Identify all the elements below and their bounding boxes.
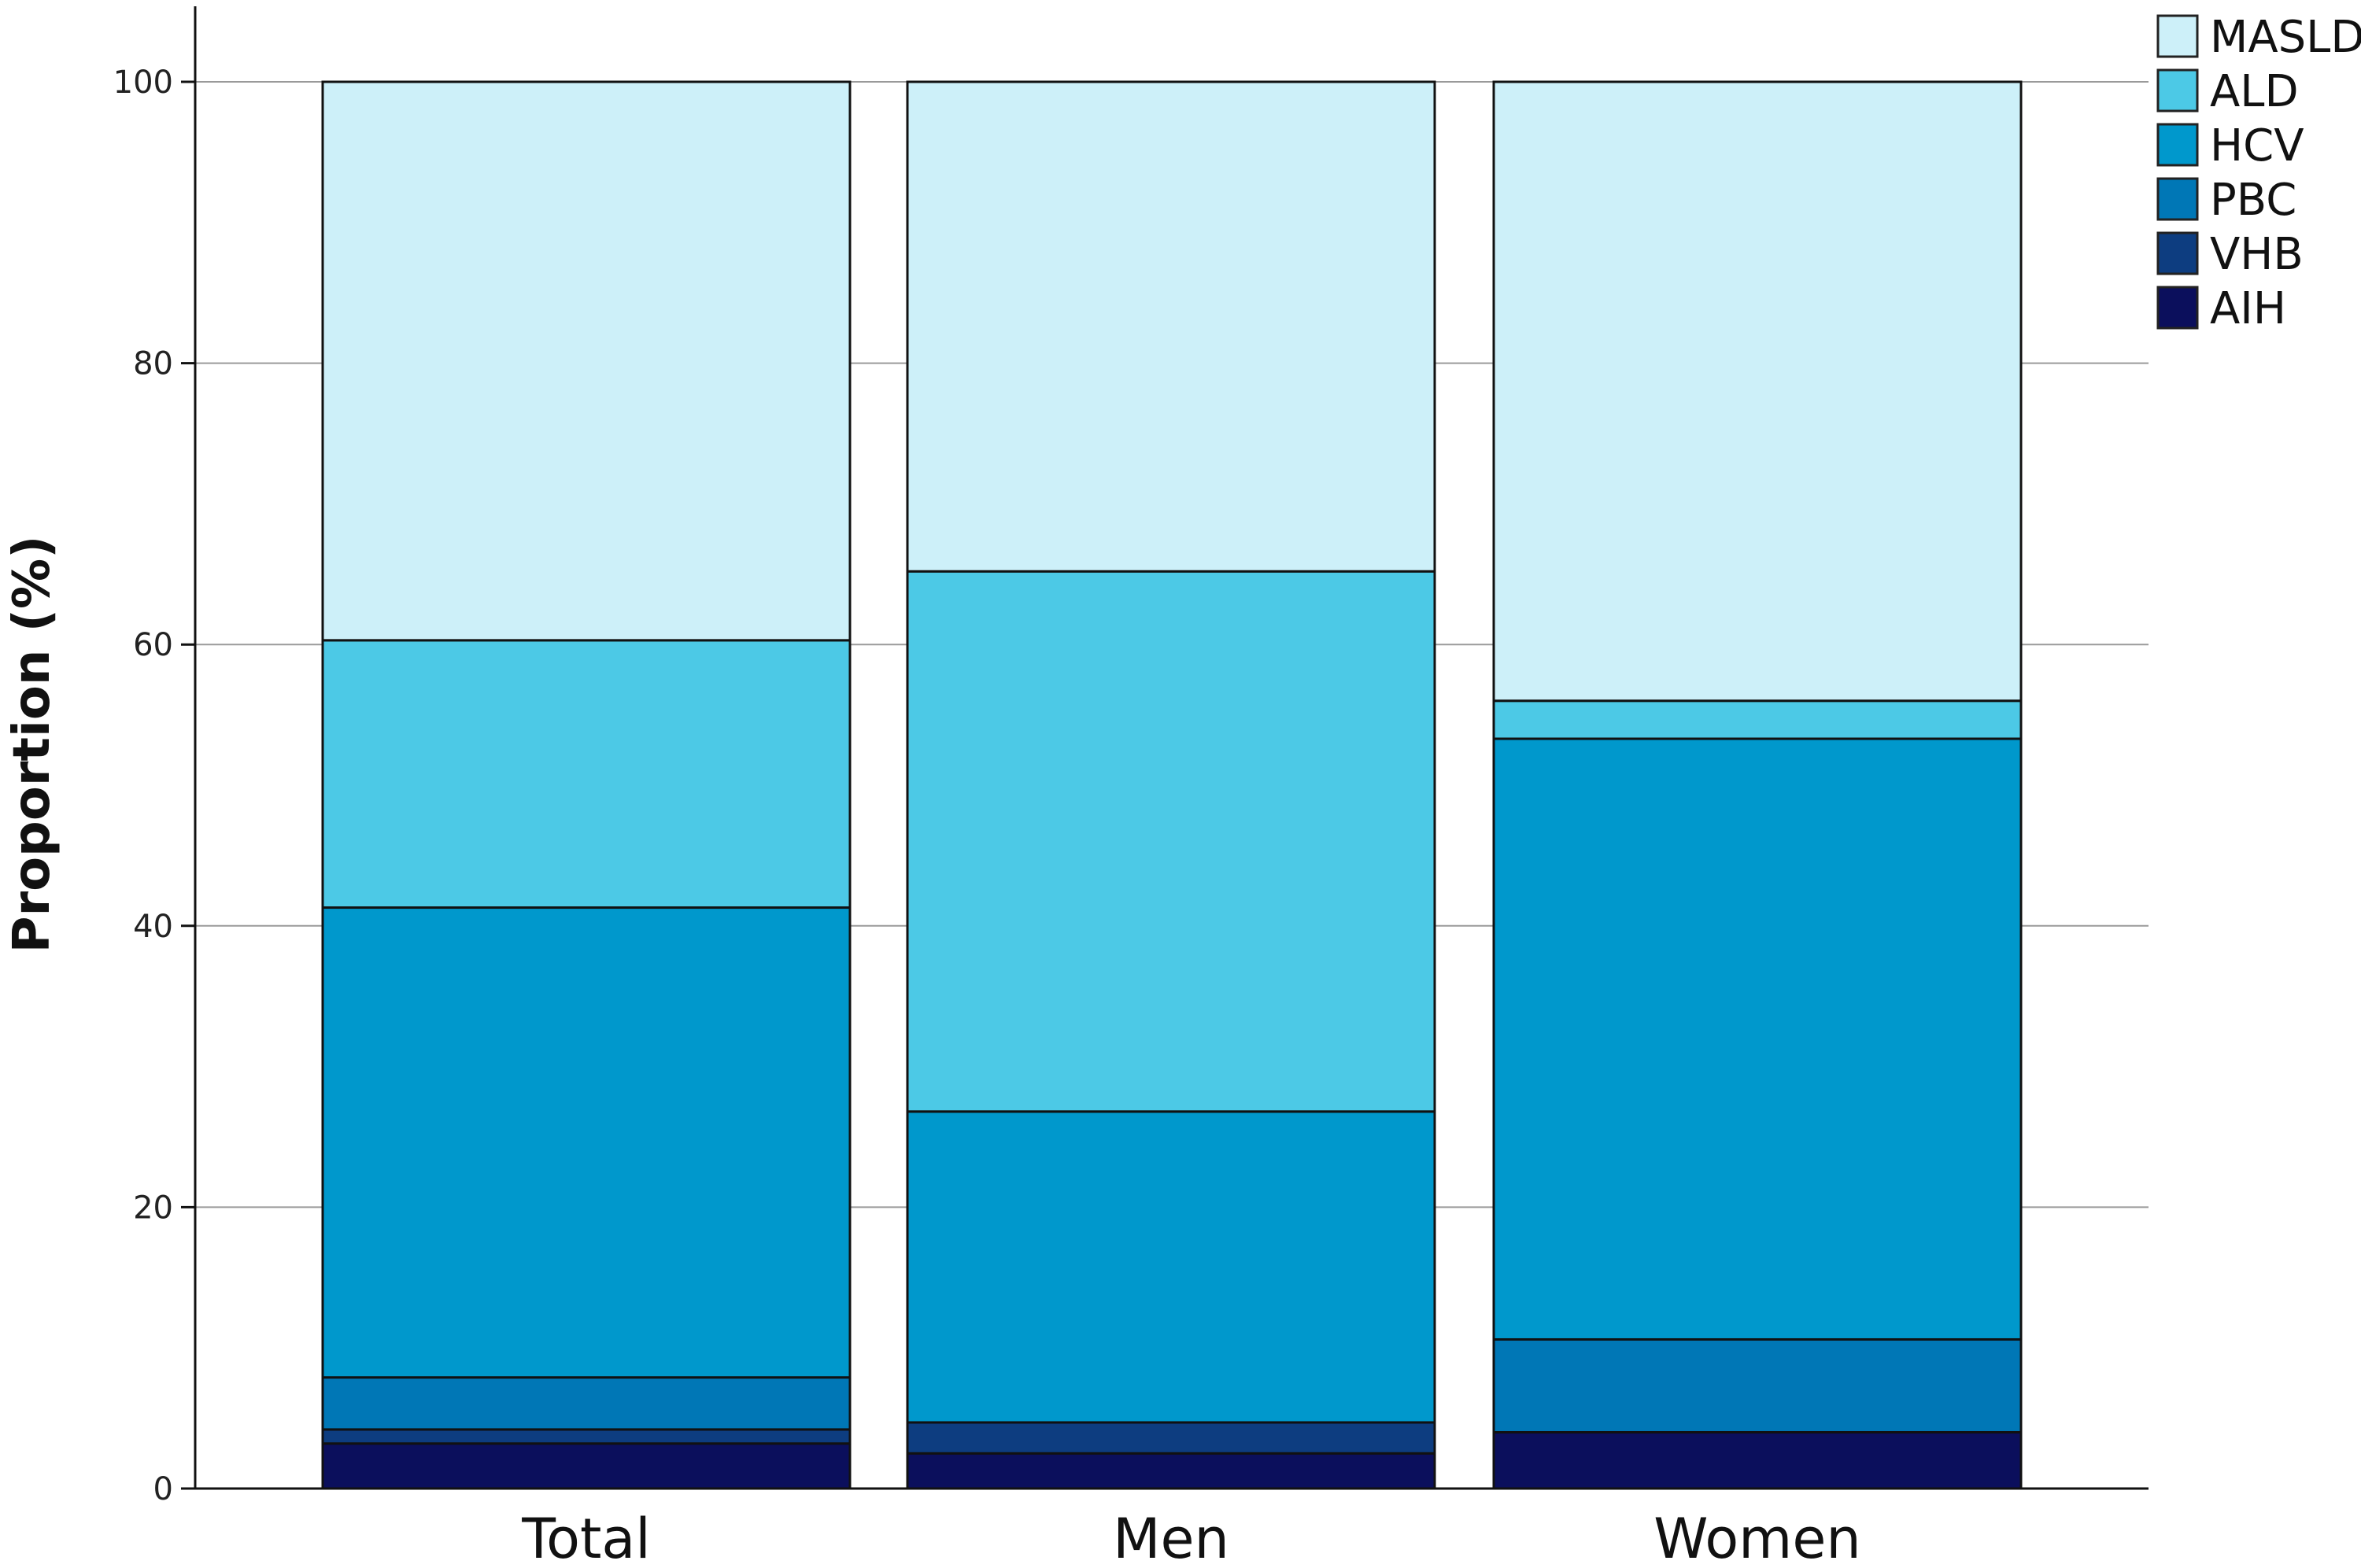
legend-label-masld: MASLD (2210, 12, 2361, 63)
bar-segment-ald-women (1492, 699, 2023, 740)
legend-label-hcv: HCV (2210, 120, 2304, 172)
y-tick-label: 0 (153, 1471, 173, 1507)
bar-segment-masld-men (906, 80, 1436, 573)
bar-segment-aih-men (906, 1452, 1436, 1490)
legend-label-pbc: PBC (2210, 175, 2296, 226)
bar-segment-aih-women (1492, 1430, 2023, 1490)
bar-segment-hcv-women (1492, 737, 2023, 1341)
x-tick-label-men: Men (1113, 1507, 1229, 1564)
bar-segment-hcv-total (321, 906, 852, 1379)
legend-swatch-hcv (2156, 123, 2199, 167)
legend-swatch-ald (2156, 68, 2199, 113)
y-tick-label: 100 (113, 65, 173, 101)
bar-segment-ald-men (906, 570, 1436, 1113)
legend-swatch-pbc (2156, 177, 2199, 221)
legend-label-ald: ALD (2210, 66, 2299, 117)
x-tick-label-total: Total (521, 1507, 650, 1564)
legend-label-aih: AIH (2210, 283, 2286, 334)
legend-label-vhb: VHB (2210, 229, 2304, 280)
axes (181, 6, 2149, 1490)
bar-segment-vhb-men (906, 1421, 1436, 1455)
y-tick-label: 80 (133, 346, 173, 382)
y-tick-label: 60 (133, 627, 173, 663)
y-axis-label: Proportion (%) (3, 536, 61, 954)
legend-swatch-vhb (2156, 231, 2199, 275)
legend-swatch-aih (2156, 286, 2199, 330)
y-tick-label: 40 (133, 909, 173, 945)
bars (321, 80, 2023, 1490)
y-tick-label: 20 (133, 1190, 173, 1226)
legend-swatch-masld (2156, 14, 2199, 58)
bar-segment-aih-total (321, 1442, 852, 1490)
bar-segment-hcv-men (906, 1110, 1436, 1424)
bar-segment-masld-total (321, 80, 852, 642)
bar-segment-vhb-total (321, 1428, 852, 1445)
bar-segment-masld-women (1492, 80, 2023, 703)
x-tick-label-women: Women (1653, 1507, 1861, 1564)
bar-segment-pbc-women (1492, 1337, 2023, 1433)
bar-segment-pbc-total (321, 1376, 852, 1431)
tick-labels: 0 20 40 60 80 100 Total Men Women (113, 65, 1861, 1568)
bar-segment-ald-total (321, 639, 852, 909)
